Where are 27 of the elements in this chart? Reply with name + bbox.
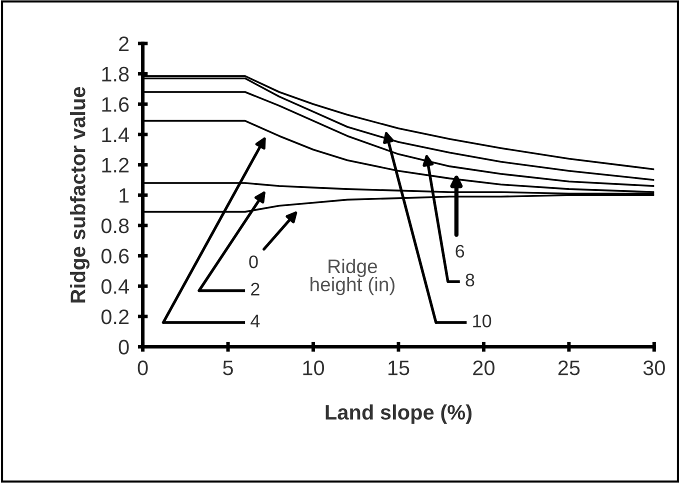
legend-label: 2 bbox=[251, 282, 260, 296]
y-tick-label: 0 bbox=[118, 340, 129, 355]
y-tick-label: 0.8 bbox=[101, 218, 129, 234]
y-tick-label: 1.2 bbox=[102, 158, 129, 172]
x-tick-label: 5 bbox=[223, 360, 233, 376]
x-tick-label: 0 bbox=[138, 360, 148, 376]
legend-title: Ridge height (in) bbox=[310, 258, 394, 296]
text: 6 bbox=[456, 244, 464, 258]
legend-label: 8 bbox=[466, 274, 474, 286]
y-tick-label: 1.8 bbox=[102, 66, 129, 82]
y-tick-label: 0.4 bbox=[101, 279, 129, 294]
y-tick-label: 0.2 bbox=[101, 309, 129, 324]
legend-label: 4 bbox=[250, 314, 260, 328]
x-tick-label: 15 bbox=[388, 360, 410, 376]
text: 0 bbox=[249, 255, 258, 268]
y-tick-label: 1.6 bbox=[102, 97, 129, 112]
y-tick-label: 2 bbox=[119, 36, 129, 52]
y-tick-label: 1.4 bbox=[102, 128, 129, 142]
x-tick-label: 20 bbox=[473, 360, 494, 376]
y-axis-title: Ridge subfactor value bbox=[70, 87, 90, 303]
x-tick-label: 25 bbox=[558, 360, 580, 376]
x-tick-label: 30 bbox=[643, 360, 665, 376]
x-axis-title: Land slope (%) bbox=[326, 404, 472, 424]
y-tick-label: 0.6 bbox=[101, 248, 129, 264]
y-tick-label: 1 bbox=[120, 188, 129, 203]
x-tick-label: 10 bbox=[303, 360, 324, 376]
legend-label: 10 bbox=[473, 314, 492, 328]
